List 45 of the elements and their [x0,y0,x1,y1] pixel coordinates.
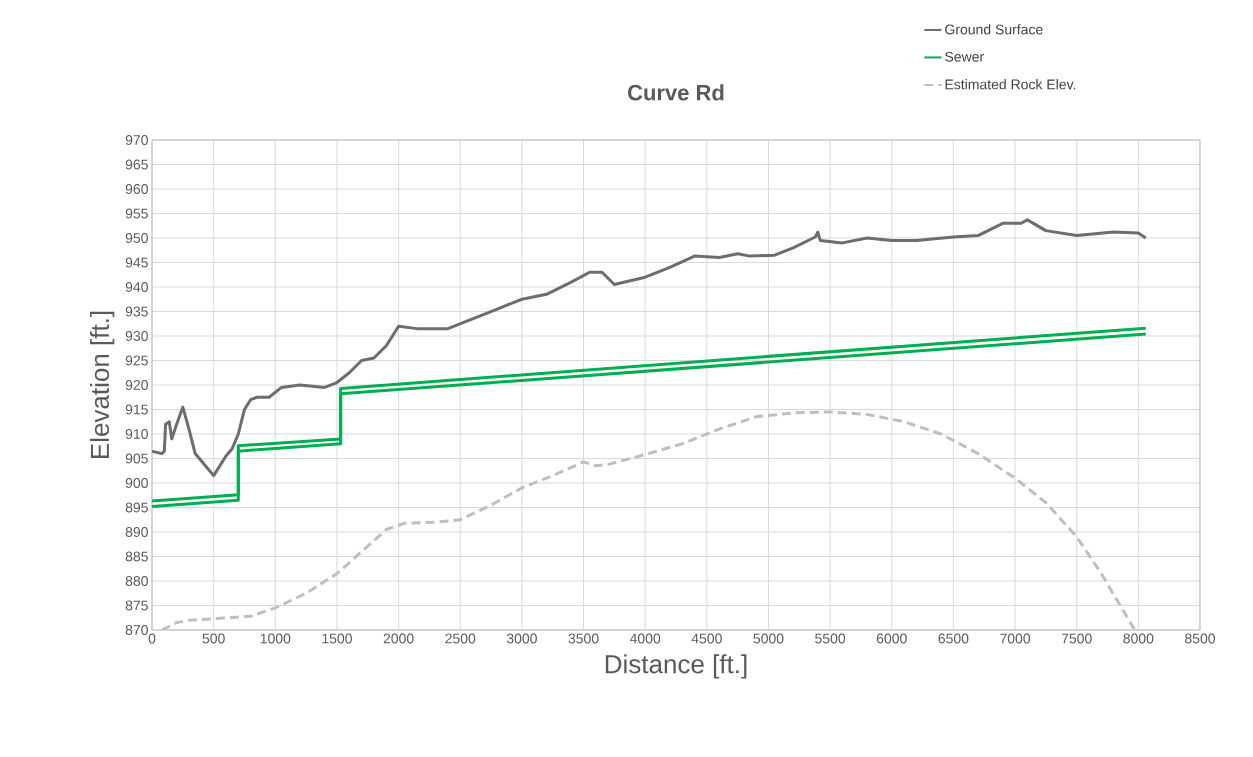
y-tick-label: 955 [125,208,148,219]
x-tick-label: 7000 [1000,633,1031,644]
x-tick-label: 6000 [876,633,907,644]
y-tick-label: 970 [125,135,148,145]
legend-label: Estimated Rock Elev. [945,79,1076,90]
x-tick-label: 0 [148,633,156,644]
y-tick-label: 910 [125,429,148,439]
x-tick-label: 2500 [445,633,476,644]
y-tick-label: 915 [125,404,148,415]
y-tick-label: 890 [125,527,148,537]
y-tick-label: 940 [125,282,148,292]
y-tick-label: 935 [125,306,148,317]
y-tick-label: 875 [125,600,148,611]
x-tick-label: 4000 [629,633,661,644]
x-tick-label: 8000 [1123,633,1154,644]
y-tick-label: 895 [125,502,148,513]
x-tick-label: 1000 [260,633,291,644]
x-tick-label: 5500 [815,633,846,644]
y-tick-label: 960 [125,184,148,194]
x-axis-title: Distance [ft.] [605,654,747,679]
y-tick-label: 885 [125,551,148,562]
x-tick-label: 3500 [568,633,599,644]
x-tick-label: 4500 [691,633,722,644]
y-axis-title: Elevation [ft.] [90,311,115,458]
x-tick-label: 7500 [1061,633,1092,644]
x-tick-label: 1500 [322,633,352,644]
y-tick-label: 900 [125,478,148,488]
y-tick-label: 965 [125,159,148,170]
y-tick-label: 870 [125,625,148,635]
y-tick-label: 930 [125,331,148,341]
y-tick-label: 950 [125,233,148,243]
x-tick-label: 8500 [1185,633,1215,644]
y-tick-label: 880 [125,576,148,586]
chart-title: Curve Rd [628,84,724,101]
x-tick-label: 5000 [753,633,784,644]
y-tick-label: 945 [125,257,148,268]
x-tick-label: 500 [202,633,225,644]
x-tick-label: 2000 [383,633,414,644]
x-tick-label: 6500 [938,633,969,644]
legend-label: Ground Surface [945,24,1043,35]
y-tick-label: 905 [125,453,148,464]
legend-label: Sewer [945,51,984,62]
y-tick-label: 920 [125,380,148,390]
y-tick-label: 925 [125,355,148,366]
x-tick-label: 3000 [506,633,537,644]
